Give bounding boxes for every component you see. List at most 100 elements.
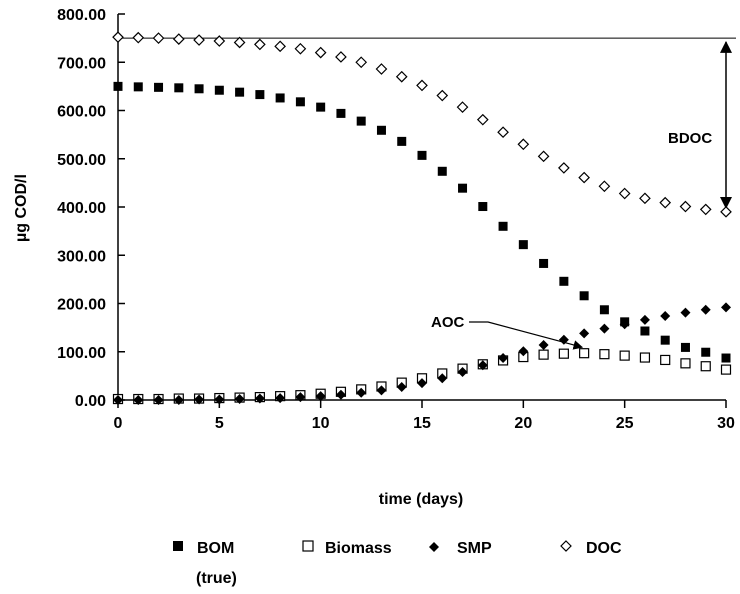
bom-point [660,335,670,345]
bom-point [539,258,549,268]
x-tick-label: 20 [514,415,532,432]
doc-point [152,32,165,44]
legend-item-bom: BOM (true) [173,540,237,587]
y-axis-ticks: 0.00 100.00 200.00 300.00 400.00 500.00 600.00… [57,7,125,410]
doc-point [213,35,226,47]
bdoc-label: BDOC [668,130,712,147]
bom-point [640,326,650,336]
aoc-label: AOC [431,314,465,331]
bom-point [376,125,386,135]
doc-point [578,171,590,184]
x-tick-label: 30 [717,415,735,432]
doc-point [335,51,347,63]
doc-point [456,101,469,113]
doc-point [598,180,611,193]
doc-point [618,187,631,200]
data-series [112,31,732,405]
doc-point [679,200,692,213]
y-tick-label: 800.00 [57,7,106,24]
legend-label-doc: DOC [586,540,622,557]
bom-point [579,291,589,301]
biomass-point [660,354,671,366]
x-axis-title: time (days) [379,491,463,508]
y-tick-label: 100.00 [57,345,106,362]
doc-point [476,113,489,126]
bom-point [721,353,731,363]
doc-point [537,150,550,163]
doc-point [639,192,651,205]
legend-marker-doc [560,540,572,552]
bom-point [275,93,285,103]
bom-point [133,82,143,92]
y-tick-label: 600.00 [57,104,106,121]
bom-point [478,202,488,212]
doc-point [294,42,307,55]
biomass-point [619,350,630,361]
bom-point [255,90,265,100]
smp-point [315,391,326,402]
y-tick-label: 700.00 [57,55,106,72]
bom-point [518,240,528,250]
x-tick-label: 15 [413,415,431,432]
biomass-point [680,358,691,369]
bom-point [680,342,690,352]
smp-point [417,378,427,389]
smp-point [680,307,691,318]
smp-point [437,373,448,384]
bom-point [599,305,609,315]
bom-point [113,81,123,91]
series-doc [112,31,732,218]
x-tick-label: 25 [616,415,634,432]
doc-point [416,79,428,92]
legend-marker-smp [429,542,439,552]
doc-point [517,138,530,151]
bom-point [397,136,407,146]
x-tick-label: 10 [312,415,330,432]
smp-point [214,394,225,405]
smp-point [194,394,205,405]
doc-point [497,126,509,139]
y-tick-label: 300.00 [57,248,106,265]
smp-point [639,314,650,325]
doc-point [375,63,388,75]
smp-point [396,381,407,392]
smp-point [457,367,468,378]
smp-point [356,387,367,398]
smp-point [113,395,123,405]
doc-point [233,36,246,49]
series-smp [113,302,731,405]
smp-point [275,393,286,404]
smp-point [619,319,630,330]
y-tick-label: 0.00 [75,393,106,410]
smp-point [538,339,549,350]
x-axis-ticks: 0 5 10 15 20 25 30 [114,400,735,432]
smp-point [660,311,671,322]
smp-point [599,323,610,334]
doc-point [314,46,327,59]
x-tick-label: 5 [215,415,224,432]
bom-point [174,83,184,93]
doc-point [558,162,570,174]
biomass-point [558,348,569,359]
series-biomass [112,348,732,405]
bom-point [214,85,224,95]
biomass-point [720,364,732,375]
smp-point [721,302,731,313]
smp-point [579,328,590,339]
smp-point [477,360,488,371]
bom-point [559,276,569,286]
doc-point [132,31,145,44]
biomass-point [599,349,610,360]
bom-point [295,97,305,107]
legend: BOM (true) Biomass SMP DOC [173,540,622,587]
y-axis-title: µg COD/l [13,174,30,242]
smp-point [335,389,346,400]
bom-point [458,183,468,193]
bom-point [194,84,204,94]
y-tick-label: 400.00 [57,200,106,217]
bom-point [154,82,164,92]
doc-point [172,33,185,45]
legend-label-biomass: Biomass [325,540,392,557]
bom-point [356,116,366,126]
